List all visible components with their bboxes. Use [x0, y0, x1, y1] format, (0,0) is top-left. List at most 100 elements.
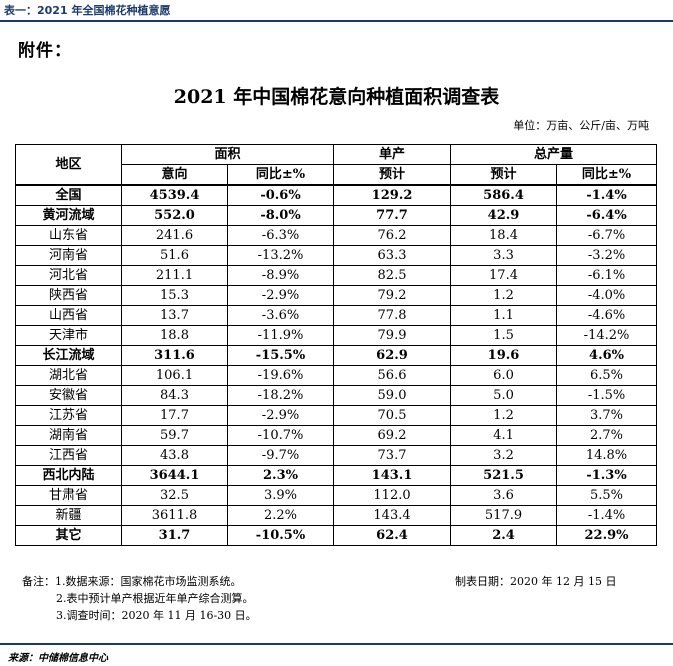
- table-row: 山西省 13.7 -3.6% 77.8 1.1 -4.6%: [15, 305, 658, 326]
- header-output-est: 预计: [450, 164, 558, 186]
- note-3: 3.调查时间：2020 年 11 月 16-30 日。: [56, 609, 257, 622]
- cell-region: 天津市: [15, 325, 122, 346]
- cell-area-yoy: -2.9%: [226, 405, 335, 426]
- cell-output-est: 586.4: [450, 184, 558, 206]
- cell-region: 甘肃省: [15, 485, 122, 506]
- unit-note: 单位：万亩、公斤/亩、万吨: [513, 119, 649, 132]
- cell-output-est: 1.2: [450, 285, 558, 306]
- cell-area-intent: 51.6: [121, 245, 228, 266]
- cell-area-yoy: -0.6%: [226, 184, 335, 206]
- cell-area-yoy: 3.9%: [226, 485, 335, 506]
- cell-output-yoy: -3.2%: [556, 245, 658, 266]
- cell-output-est: 42.9: [450, 205, 558, 226]
- bottom-divider: [0, 643, 673, 645]
- cell-region: 西北内陆: [15, 465, 122, 486]
- cell-area-intent: 18.8: [121, 325, 228, 346]
- note-1: 备注：1.数据来源：国家棉花市场监测系统。: [22, 575, 242, 588]
- cell-area-yoy: -2.9%: [226, 285, 335, 306]
- cell-area-intent: 211.1: [121, 265, 228, 286]
- header-yield-est: 预计: [333, 164, 452, 186]
- cell-yield-est: 143.4: [333, 505, 452, 526]
- cell-yield-est: 70.5: [333, 405, 452, 426]
- cell-area-intent: 3611.8: [121, 505, 228, 526]
- cell-area-yoy: 2.3%: [226, 465, 335, 486]
- cell-region: 安徽省: [15, 385, 122, 406]
- cell-yield-est: 73.7: [333, 445, 452, 466]
- cell-output-yoy: 3.7%: [556, 405, 658, 426]
- header-row-1: 地区 面积 单产 总产量: [15, 144, 658, 186]
- cell-region: 黄河流域: [15, 205, 122, 226]
- header-area: 面积: [120, 144, 335, 165]
- cell-output-yoy: -14.2%: [556, 325, 658, 346]
- cell-area-yoy: -3.6%: [226, 305, 335, 326]
- cell-output-yoy: -1.4%: [556, 505, 658, 526]
- cell-region: 山西省: [15, 305, 122, 326]
- note-2: 2.表中预计单产根据近年单产综合测算。: [56, 592, 254, 605]
- table-row: 天津市 18.8 -11.9% 79.9 1.5 -14.2%: [15, 325, 658, 346]
- attachment-label: 附件：: [18, 41, 72, 61]
- cell-region: 湖南省: [15, 425, 122, 446]
- cell-area-yoy: -11.9%: [226, 325, 335, 346]
- cell-region: 陕西省: [15, 285, 122, 306]
- table-row: 湖南省 59.7 -10.7% 69.2 4.1 2.7%: [15, 425, 658, 446]
- cell-output-yoy: -1.5%: [556, 385, 658, 406]
- cell-yield-est: 69.2: [333, 425, 452, 446]
- cell-yield-est: 62.9: [333, 345, 452, 366]
- cell-area-yoy: -10.5%: [226, 525, 335, 546]
- header-row-2: 意向 同比±% 预计 预计 同比±%: [16, 164, 658, 186]
- cell-region: 江苏省: [15, 405, 122, 426]
- cell-region: 江西省: [15, 445, 122, 466]
- table-row: 黄河流域 552.0 -8.0% 77.7 42.9 -6.4%: [15, 205, 658, 226]
- cell-output-est: 1.2: [450, 405, 558, 426]
- cell-yield-est: 79.2: [333, 285, 452, 306]
- cell-output-yoy: -1.4%: [556, 184, 658, 206]
- header-region: 地区: [15, 144, 122, 186]
- cell-area-yoy: -18.2%: [226, 385, 335, 406]
- cell-area-intent: 43.8: [121, 445, 228, 466]
- header-area-yoy: 同比±%: [226, 164, 335, 186]
- source-note: 来源：中储棉信息中心: [8, 653, 108, 664]
- table-row: 江西省 43.8 -9.7% 73.7 3.2 14.8%: [15, 445, 658, 466]
- cell-output-est: 17.4: [450, 265, 558, 286]
- table-row: 全国 4539.4 -0.6% 129.2 586.4 -1.4%: [15, 184, 658, 206]
- cell-output-yoy: -6.7%: [556, 225, 658, 246]
- cell-area-intent: 13.7: [121, 305, 228, 326]
- table-row: 河北省 211.1 -8.9% 82.5 17.4 -6.1%: [15, 265, 658, 286]
- cell-area-intent: 552.0: [121, 205, 228, 226]
- cell-area-intent: 311.6: [121, 345, 228, 366]
- figure-caption: 表一：2021 年全国棉花种植意愿: [4, 4, 171, 17]
- cell-output-yoy: -4.0%: [556, 285, 658, 306]
- cell-yield-est: 56.6: [333, 365, 452, 386]
- cell-area-intent: 32.5: [121, 485, 228, 506]
- cell-yield-est: 129.2: [333, 184, 452, 206]
- cell-output-est: 1.5: [450, 325, 558, 346]
- cell-output-yoy: 5.5%: [556, 485, 658, 506]
- cell-area-intent: 84.3: [121, 385, 228, 406]
- cell-output-yoy: 6.5%: [556, 365, 658, 386]
- cell-area-intent: 106.1: [121, 365, 228, 386]
- cell-output-yoy: -1.3%: [556, 465, 658, 486]
- cell-area-yoy: -10.7%: [226, 425, 335, 446]
- cell-area-yoy: -19.6%: [226, 365, 335, 386]
- table-body: 地区 面积 单产 总产量 意向 同比±% 预计 预计 同比±% 全国 4539.4…: [15, 144, 658, 546]
- cell-region: 山东省: [15, 225, 122, 246]
- cell-area-intent: 31.7: [121, 525, 228, 546]
- notes: 备注：1.数据来源：国家棉花市场监测系统。 2.表中预计单产根据近年单产综合测算…: [22, 573, 257, 624]
- table-row: 其它 31.7 -10.5% 62.4 2.4 22.9%: [15, 525, 658, 546]
- cell-area-intent: 4539.4: [121, 184, 228, 206]
- cell-output-est: 18.4: [450, 225, 558, 246]
- cotton-planting-table: 地区 面积 单产 总产量 意向 同比±% 预计 预计 同比±% 全国 4539.4…: [15, 144, 658, 546]
- cell-output-yoy: -6.4%: [556, 205, 658, 226]
- cell-region: 湖北省: [15, 365, 122, 386]
- made-date: 制表日期：2020 年 12 月 15 日: [455, 575, 617, 588]
- cell-yield-est: 143.1: [333, 465, 452, 486]
- cell-area-yoy: -13.2%: [226, 245, 335, 266]
- cell-area-intent: 17.7: [121, 405, 228, 426]
- cell-area-yoy: -6.3%: [226, 225, 335, 246]
- cell-region: 河南省: [15, 245, 122, 266]
- cell-region: 河北省: [15, 265, 122, 286]
- table-row: 安徽省 84.3 -18.2% 59.0 5.0 -1.5%: [15, 385, 658, 406]
- cell-yield-est: 76.2: [333, 225, 452, 246]
- header-yield: 单产: [333, 144, 452, 165]
- cell-yield-est: 82.5: [333, 265, 452, 286]
